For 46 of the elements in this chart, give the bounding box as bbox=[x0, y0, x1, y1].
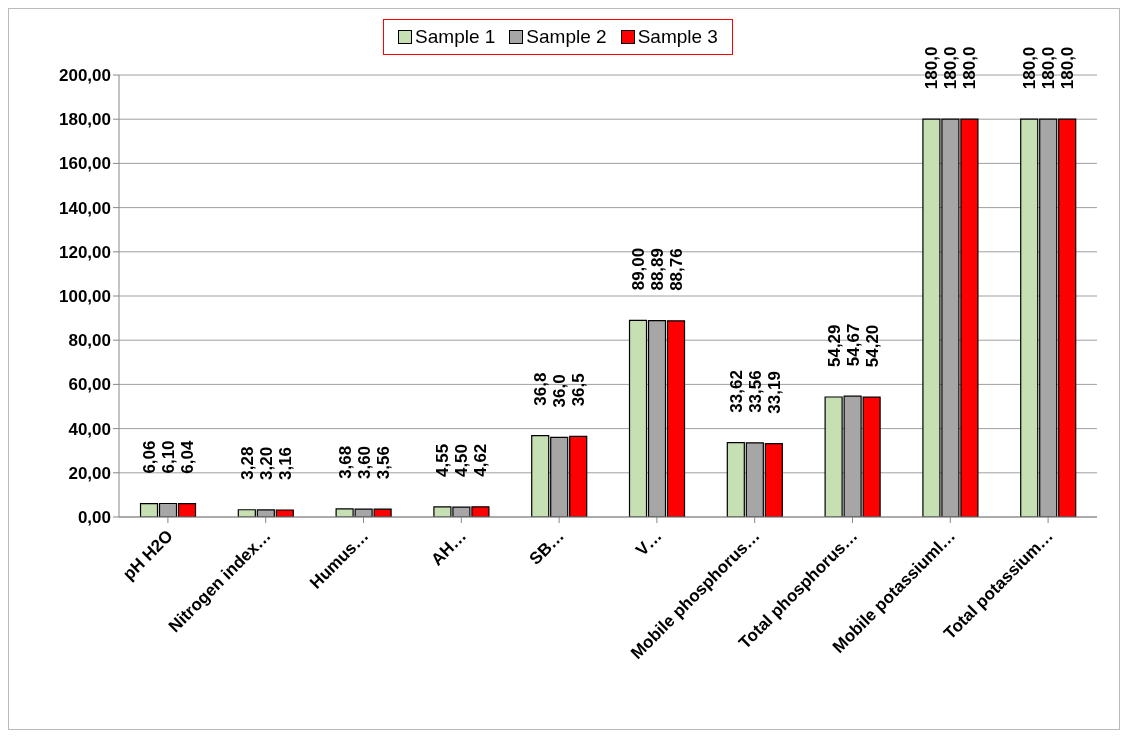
data-label: 6,04 bbox=[178, 440, 198, 474]
data-label: 6,06 bbox=[140, 440, 160, 474]
x-tick-label: V… bbox=[632, 526, 666, 560]
data-label: 54,29 bbox=[824, 324, 844, 368]
data-label: 6,10 bbox=[159, 440, 179, 474]
data-label: 180,0 bbox=[960, 46, 980, 90]
data-label: 180,0 bbox=[1058, 46, 1078, 90]
y-tick-label: 60,00 bbox=[68, 375, 111, 395]
data-label: 180,0 bbox=[1039, 46, 1059, 90]
data-label: 88,76 bbox=[667, 248, 687, 291]
y-tick-label: 40,00 bbox=[68, 419, 111, 439]
y-tick-label: 20,00 bbox=[68, 463, 111, 483]
legend-label: Sample 3 bbox=[636, 26, 718, 48]
y-tick-label: 120,00 bbox=[59, 242, 111, 262]
data-label: 180,0 bbox=[922, 46, 942, 90]
y-tick-label: 100,00 bbox=[59, 287, 111, 307]
legend-label: Sample 2 bbox=[525, 26, 607, 48]
data-label: 89,00 bbox=[629, 247, 649, 291]
data-label: 36,0 bbox=[550, 374, 570, 408]
data-label: 54,67 bbox=[843, 323, 863, 367]
data-label: 3,28 bbox=[237, 446, 257, 480]
y-tick-label: 160,00 bbox=[59, 154, 111, 174]
y-tick-label: 200,00 bbox=[59, 66, 111, 86]
data-label: 33,56 bbox=[745, 370, 765, 413]
data-label: 3,60 bbox=[354, 445, 374, 480]
y-tick-label: 0,00 bbox=[77, 508, 111, 528]
data-label: 180,0 bbox=[1020, 46, 1040, 90]
data-label: 3,20 bbox=[256, 446, 276, 480]
y-tick-label: 80,00 bbox=[68, 331, 111, 351]
y-tick-label: 180,00 bbox=[59, 110, 111, 130]
y-tick-label: 140,00 bbox=[59, 198, 111, 218]
data-label: 36,5 bbox=[569, 373, 589, 407]
data-label: 4,55 bbox=[433, 443, 453, 477]
data-label: 3,16 bbox=[275, 446, 295, 481]
data-label: 33,62 bbox=[726, 370, 746, 413]
data-label: 36,8 bbox=[531, 372, 551, 406]
data-label: 3,56 bbox=[373, 446, 393, 480]
x-tick-label: SB… bbox=[525, 526, 568, 569]
data-label: 54,20 bbox=[862, 324, 882, 368]
data-label: 180,0 bbox=[941, 46, 961, 90]
legend-label: Sample 1 bbox=[414, 26, 496, 48]
data-label: 3,68 bbox=[335, 445, 355, 479]
data-label: 4,50 bbox=[452, 443, 472, 478]
data-label: 33,19 bbox=[764, 371, 784, 414]
data-label: 88,89 bbox=[648, 248, 668, 291]
data-label: 4,62 bbox=[471, 443, 491, 477]
